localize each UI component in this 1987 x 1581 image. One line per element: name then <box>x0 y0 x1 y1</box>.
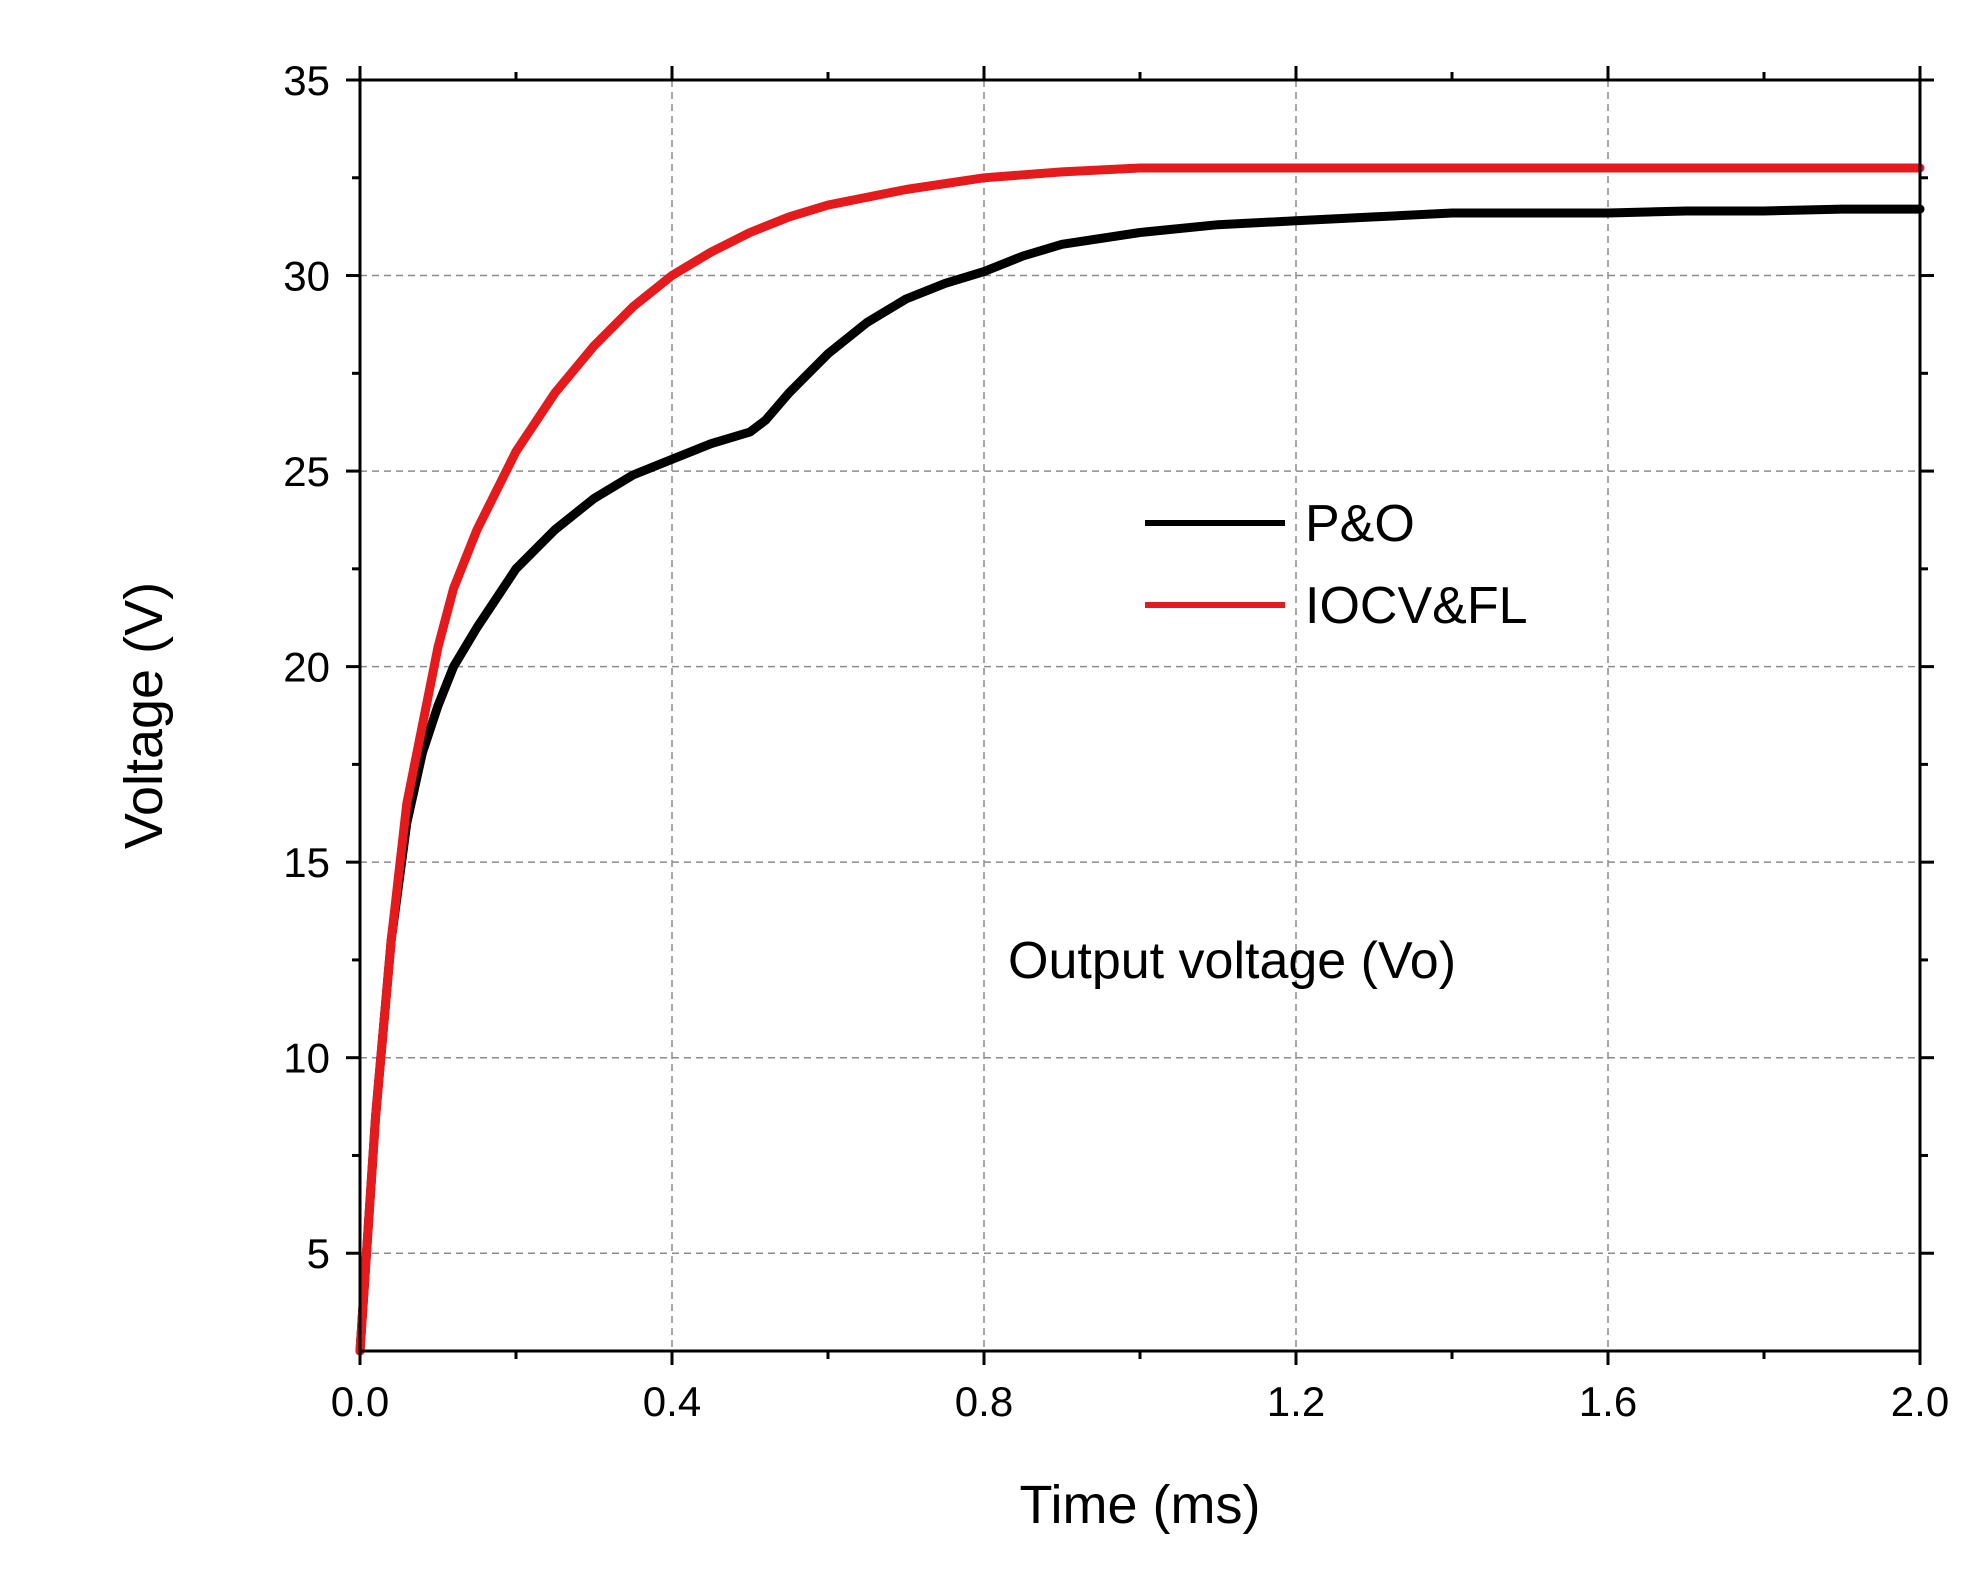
y-tick-label: 5 <box>307 1230 330 1277</box>
y-tick-label: 15 <box>283 839 330 886</box>
y-tick-label: 35 <box>283 57 330 104</box>
x-tick-label: 0.8 <box>955 1378 1013 1425</box>
chart-annotation: Output voltage (Vo) <box>1008 932 1456 990</box>
grid-lines <box>360 80 1920 1351</box>
y-tick-label: 25 <box>283 448 330 495</box>
y-tick-label: 30 <box>283 253 330 300</box>
series-line-iocv-fl <box>355 163 1925 1356</box>
plot-frame <box>358 78 1922 1353</box>
series-layer <box>355 163 1925 1356</box>
x-axis-title: Time (ms) <box>1020 1475 1261 1535</box>
y-axis-title: Voltage (V) <box>114 582 174 849</box>
x-tick-label: 2.0 <box>1891 1378 1949 1425</box>
legend-label-p-and-o: P&O <box>1305 495 1415 553</box>
legend-label-iocv-fl: IOCV&FL <box>1305 577 1528 635</box>
axis-ticks: 0.0 0.4 0.8 1.2 1.6 2.0 5 10 15 20 25 30 35 <box>283 57 1949 1425</box>
y-tick-label: 10 <box>283 1035 330 1082</box>
x-tick-label: 0.0 <box>331 1378 389 1425</box>
y-tick-label: 20 <box>283 644 330 691</box>
series-line-p-and-o <box>355 204 1925 1356</box>
x-tick-label: 0.4 <box>643 1378 701 1425</box>
x-tick-label: 1.6 <box>1579 1378 1637 1425</box>
x-tick-label: 1.2 <box>1267 1378 1325 1425</box>
legend: P&O IOCV&FL <box>1145 495 1528 635</box>
